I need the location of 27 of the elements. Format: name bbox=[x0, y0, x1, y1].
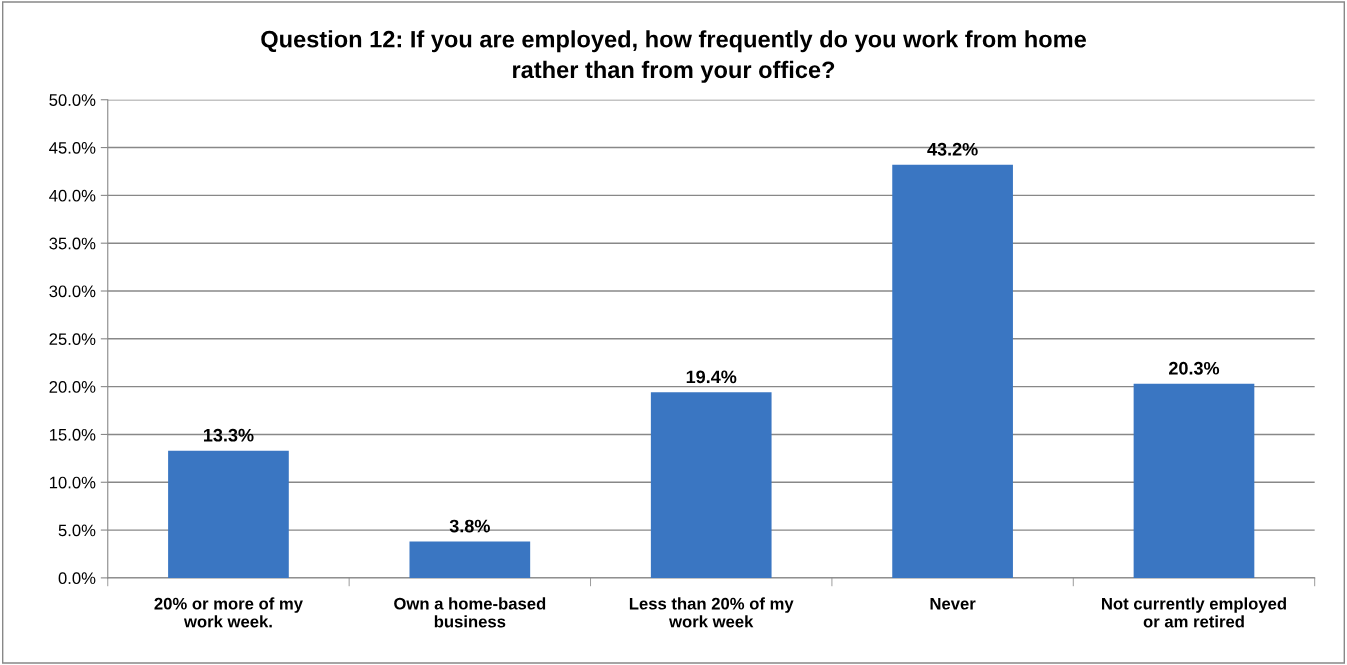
y-tick-label: 30.0% bbox=[49, 285, 96, 298]
y-tick-label: 15.0% bbox=[49, 428, 96, 441]
y-tick-label: 20.0% bbox=[49, 381, 96, 393]
bar bbox=[650, 392, 772, 578]
y-tick-label: 25.0% bbox=[49, 333, 96, 346]
y-tick-label: 5.0% bbox=[58, 524, 96, 537]
x-tick-label: Less than 20% of my work week bbox=[629, 597, 794, 628]
y-tick-label: 10.0% bbox=[49, 476, 96, 489]
y-tick-label: 35.0% bbox=[49, 237, 96, 250]
y-tick-label: 50.0% bbox=[49, 94, 96, 106]
bar bbox=[1133, 383, 1255, 578]
chart-title: Question 12: If you are employed, how frequently do you work from home rather than from your office? bbox=[261, 30, 1086, 83]
x-tick-label: Never bbox=[930, 597, 976, 610]
bar bbox=[892, 164, 1013, 578]
x-tick-label: Not currently employed or am retired bbox=[1102, 597, 1286, 628]
data-label: 3.8% bbox=[449, 519, 490, 533]
data-label: 19.4% bbox=[686, 370, 737, 384]
bar bbox=[409, 541, 531, 578]
y-tick-label: 0.0% bbox=[58, 572, 96, 585]
x-tick-label: Own a home-based business bbox=[394, 597, 546, 628]
y-tick-label: 45.0% bbox=[49, 141, 96, 154]
bar bbox=[168, 450, 289, 578]
data-label: 13.3% bbox=[203, 428, 254, 442]
x-tick-label: 20% or more of my work week. bbox=[154, 597, 303, 628]
y-tick-label: 40.0% bbox=[49, 189, 96, 202]
data-label: 20.3% bbox=[1169, 361, 1220, 375]
data-label: 43.2% bbox=[927, 142, 978, 156]
